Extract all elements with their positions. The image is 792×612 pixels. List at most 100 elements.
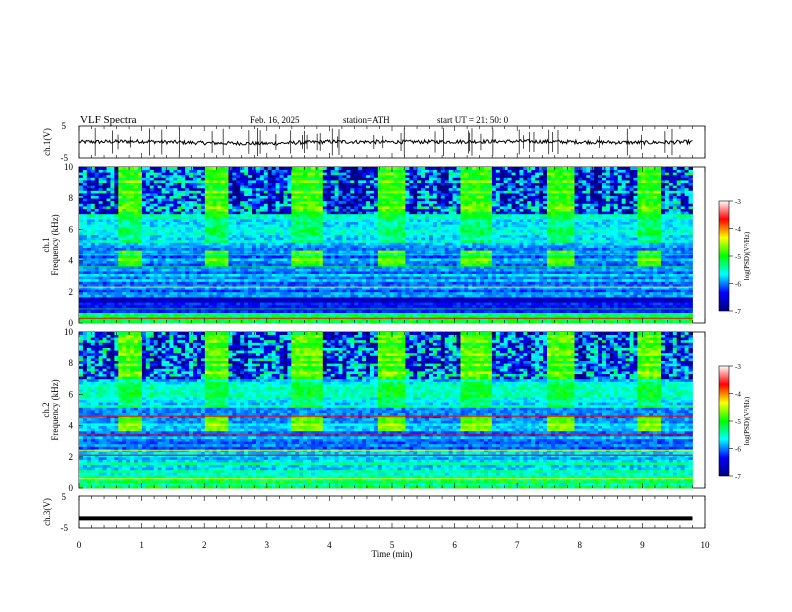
spectrogram-cell [110,237,114,240]
spectrogram-cell [166,292,170,295]
spectrogram-cell [122,188,126,191]
spectrogram-cell [91,180,95,183]
spectrogram-cell [107,177,111,180]
spectrogram-cell [162,190,166,193]
spectrogram-cell [130,193,134,196]
spectrogram-cell [181,177,185,180]
spectrogram-cell [103,305,107,308]
spectrogram-cell [103,224,107,227]
spectrogram-cell [189,258,193,261]
spectrogram-cell [142,255,146,258]
spectrogram-cell [189,320,193,323]
spectrogram-cell [79,310,83,313]
spectrogram-cell [166,216,170,219]
spectrogram-cell [83,248,87,251]
spectrogram-cell [138,216,142,219]
spectrogram-cell [158,188,162,191]
spectrogram-cell [142,193,146,196]
spectrogram-cell [103,180,107,183]
spectrogram-cell [110,211,114,214]
spectrogram-cell [114,209,118,212]
spectrogram-cell [130,214,134,217]
spectrogram-cell [142,198,146,201]
spectrogram-cell [150,170,154,173]
spectrogram-cell [99,235,103,238]
spectrogram-cell [79,201,83,204]
spectrogram-cell [142,183,146,186]
spectrogram-cell [114,242,118,245]
spectrogram-cell [173,172,177,175]
spectrogram-cell [122,198,126,201]
spectrogram-cell [169,237,173,240]
spectrogram-cell [87,258,91,261]
spectrogram-cell [158,193,162,196]
spectrogram-cell [158,235,162,238]
spectrogram-cell [158,255,162,258]
spectrogram-cell [181,170,185,173]
spectrogram-cell [126,203,130,206]
spectrogram-cell [185,198,189,201]
spectrogram-cell [130,261,134,264]
spectrogram-cell [110,258,114,261]
spectrogram-cell [154,196,158,199]
spectrogram-cell [138,188,142,191]
spectrogram-cell [189,227,193,230]
spectrogram-cell [189,248,193,251]
spectrogram-cell [83,261,87,264]
spectrogram-cell [181,258,185,261]
spectrogram-cell [91,193,95,196]
spectrogram-cell [87,276,91,279]
spectrogram-cell [142,242,146,245]
spectrogram-cell [150,193,154,196]
spectrogram-cell [162,235,166,238]
spectrogram-cell [138,198,142,201]
spectrogram-cell [150,196,154,199]
spectrogram-cell [130,190,134,193]
spectrogram-cell [146,300,150,303]
spectrogram-cell [173,190,177,193]
spectrogram-cell [177,289,181,292]
spectrogram-cell [126,222,130,225]
spectrogram-cell [91,222,95,225]
spectrogram-cell [177,206,181,209]
spectrogram-cell [87,255,91,258]
spectrogram-cell [150,294,154,297]
spectrogram-cell [103,274,107,277]
spectrogram-cell [158,302,162,305]
spectrogram-cell [114,229,118,232]
spectrogram-cell [122,211,126,214]
spectrogram-cell [138,227,142,230]
spectrogram-cell [130,232,134,235]
spectrogram-cell [122,177,126,180]
spectrogram-cell [95,258,99,261]
spectrogram-cell [158,240,162,243]
spectrogram-cell [91,245,95,248]
spectrogram-cell [154,261,158,264]
spectrogram-cell [118,237,122,240]
spectrogram-cell [162,167,166,170]
spectrogram-cell [91,268,95,271]
spectrogram-cell [162,219,166,222]
spectrogram-cell [173,255,177,258]
spectrogram-cell [107,276,111,279]
spectrogram-cell [154,206,158,209]
spectrogram-cell [173,185,177,188]
spectrogram-cell [126,274,130,277]
spectrogram-cell [154,172,158,175]
spectrogram-cell [118,240,122,243]
spectrogram-cell [189,305,193,308]
spectrogram-cell [146,271,150,274]
spectrogram-cell [103,310,107,313]
spectrogram-cell [169,224,173,227]
spectrogram-cell [142,313,146,316]
spectrogram-cell [142,250,146,253]
spectrogram-cell [107,196,111,199]
spectrogram-cell [150,313,154,316]
spectrogram-cell [158,297,162,300]
spectrogram-cell [181,180,185,183]
spectrogram-cell [114,224,118,227]
spectrogram-cell [110,232,114,235]
spectrogram-cell [107,281,111,284]
spectrogram-cell [134,292,138,295]
spectrogram-cell [126,201,130,204]
